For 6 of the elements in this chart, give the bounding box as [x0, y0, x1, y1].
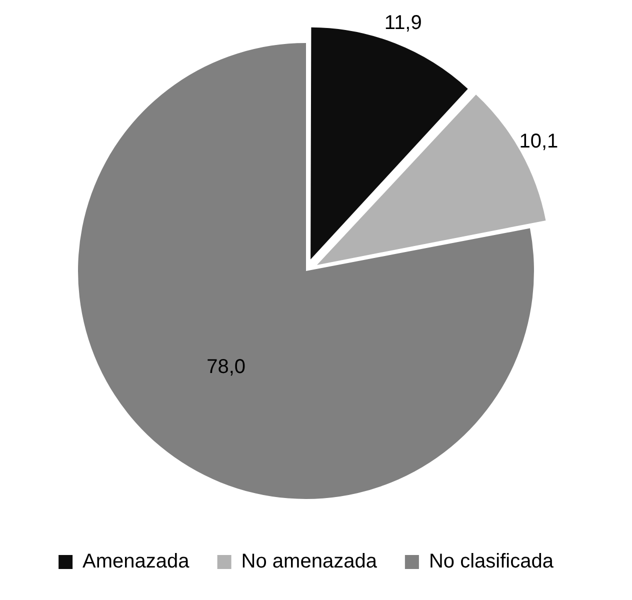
- legend-label: No amenazada: [241, 550, 378, 573]
- legend-label: No clasificada: [428, 550, 554, 573]
- data-label: 78,0: [206, 356, 246, 378]
- legend-label: Amenazada: [82, 550, 190, 573]
- data-label: 11,9: [384, 12, 422, 34]
- data-label: 10,1: [519, 130, 558, 153]
